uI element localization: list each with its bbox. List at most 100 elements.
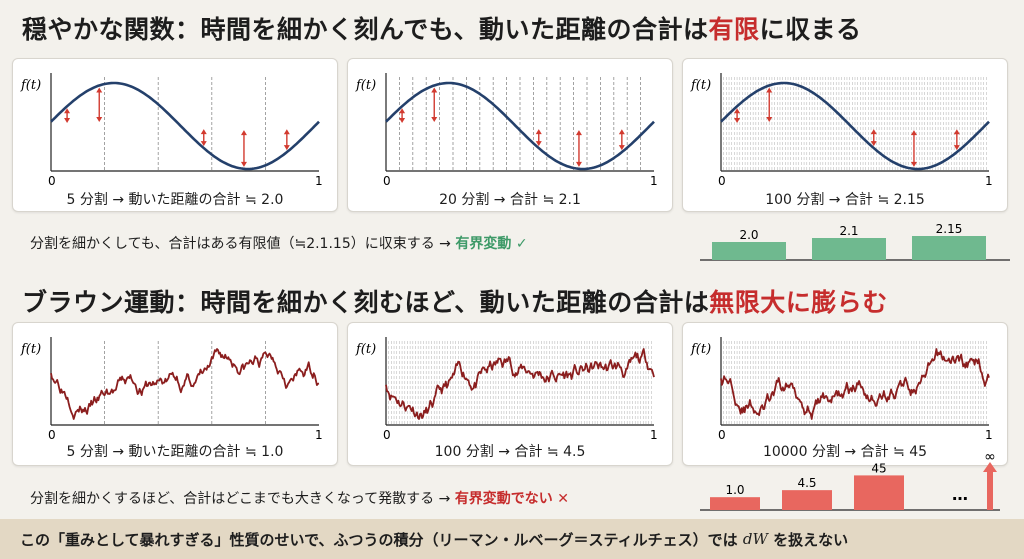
panel-caption: 5 分割 → 動いた距離の合計 ≒ 1.0 xyxy=(66,444,284,460)
arrow-head xyxy=(240,130,247,136)
x-tick-0: 0 xyxy=(718,428,726,442)
smooth-curve xyxy=(720,81,990,171)
x-tick-0: 0 xyxy=(718,174,726,188)
brownian-path xyxy=(385,348,655,420)
ellipsis-mark: … xyxy=(952,485,968,504)
arrow-head xyxy=(535,129,542,135)
sum-bar-label: 2.15 xyxy=(936,222,963,236)
arrow-head xyxy=(399,118,406,124)
brownian-panel-10000: f(t) 0 1 10000 分割 → 合計 ≒ 45 xyxy=(682,322,1008,466)
cross-icon: ✕ xyxy=(557,491,569,507)
footer-banner: この「重みとして暴れすぎる」性質のせいで、ふつうの積分（リーマン・ルベーグ＝ステ… xyxy=(0,519,1024,559)
infinity-bar xyxy=(987,470,993,510)
sum-bar-label: 4.5 xyxy=(797,476,816,490)
brownian-panel-5: f(t) 0 1 5 分割 → 動いた距離の合計 ≒ 1.0 xyxy=(12,322,338,466)
arrow-head xyxy=(734,118,741,124)
arrow-head xyxy=(910,130,917,136)
panel-caption: 20 分割 → 合計 ≒ 2.1 xyxy=(439,192,581,208)
x-tick-0: 0 xyxy=(48,174,56,188)
sum-bar-label: 2.0 xyxy=(739,228,758,242)
sum-bar xyxy=(854,475,904,510)
sum-bar-label: 2.1 xyxy=(839,224,858,238)
arrow-head xyxy=(431,116,438,122)
brownian-panel-100: f(t) 0 1 100 分割 → 合計 ≒ 4.5 xyxy=(347,322,673,466)
title-highlight-infinite: 無限大に膨らむ xyxy=(709,288,888,317)
title-highlight-finite: 有限 xyxy=(708,15,760,44)
x-tick-1: 1 xyxy=(985,174,993,188)
brownian-path xyxy=(720,348,990,420)
plot-area: f(t) 0 1 xyxy=(20,73,323,188)
x-tick-0: 0 xyxy=(383,428,391,442)
brownian-path xyxy=(50,348,320,420)
x-tick-1: 1 xyxy=(315,428,323,442)
arrow-head xyxy=(618,145,625,151)
arrow-head xyxy=(953,145,960,151)
smooth-panel-100: f(t) 0 1 100 分割 → 合計 ≒ 2.15 xyxy=(682,58,1008,212)
sum-bar xyxy=(712,242,786,260)
x-tick-1: 1 xyxy=(650,174,658,188)
brownian-sum-bars: 1.0 4.5 45 … ∞ xyxy=(700,452,1000,511)
smooth-sum-bars: 2.0 2.1 2.15 xyxy=(700,222,1010,261)
panel-caption: 100 分割 → 合計 ≒ 2.15 xyxy=(765,192,925,208)
arrow-head xyxy=(575,130,582,136)
y-axis-label: f(t) xyxy=(20,342,41,357)
arrow-head xyxy=(766,87,773,93)
plot-area: f(t) 0 1 xyxy=(355,73,658,188)
sum-bar xyxy=(710,497,760,510)
y-axis-label: f(t) xyxy=(20,78,41,93)
sum-bar xyxy=(912,236,986,260)
arrow-head xyxy=(870,141,877,147)
arrow-head xyxy=(575,161,582,167)
y-axis-label: f(t) xyxy=(690,342,711,357)
infinity-arrow-head xyxy=(983,462,997,472)
x-tick-0: 0 xyxy=(48,428,56,442)
arrow-head xyxy=(200,141,207,147)
brownian-conclusion: 分割を細かくするほど、合計はどこまでも大きくなって発散する → 有界変動でない … xyxy=(30,491,569,507)
smooth-title: 穏やかな関数：時間を細かく刻んでも、動いた距離の合計は有限に収まる xyxy=(22,15,862,44)
brownian-title: ブラウン運動：時間を細かく刻むほど、動いた距離の合計は無限大に膨らむ xyxy=(22,288,888,317)
plot-area: f(t) 0 1 xyxy=(690,337,993,442)
check-icon: ✓ xyxy=(515,236,528,252)
not-bounded-variation-label: 有界変動でない xyxy=(454,491,553,507)
arrow-head xyxy=(283,145,290,151)
y-axis-label: f(t) xyxy=(690,78,711,93)
sum-bar xyxy=(782,490,832,510)
panel-caption: 5 分割 → 動いた距離の合計 ≒ 2.0 xyxy=(66,192,284,208)
panel-caption: 10000 分割 → 合計 ≒ 45 xyxy=(762,444,928,460)
plot-area: f(t) 0 1 xyxy=(355,337,658,442)
y-axis-label: f(t) xyxy=(355,78,376,93)
sum-bar-label: 1.0 xyxy=(725,483,744,497)
panel-caption: 100 分割 → 合計 ≒ 4.5 xyxy=(434,444,586,460)
arrow-head xyxy=(535,141,542,147)
plot-area: f(t) 0 1 xyxy=(690,73,993,188)
x-tick-0: 0 xyxy=(383,174,391,188)
arrow-head xyxy=(734,108,741,114)
sum-bar xyxy=(812,238,886,260)
x-tick-1: 1 xyxy=(985,428,993,442)
arrow-head xyxy=(240,161,247,167)
smooth-curve xyxy=(385,81,655,171)
arrow-head xyxy=(910,161,917,167)
arrow-head xyxy=(618,129,625,135)
x-tick-1: 1 xyxy=(315,174,323,188)
arrow-head xyxy=(200,129,207,135)
smooth-panel-20: f(t) 0 1 20 分割 → 合計 ≒ 2.1 xyxy=(347,58,673,212)
arrow-head xyxy=(64,108,71,114)
arrow-head xyxy=(96,87,103,93)
arrow-head xyxy=(431,87,438,93)
arrow-head xyxy=(96,116,103,122)
arrow-head xyxy=(64,118,71,124)
arrow-head xyxy=(766,116,773,122)
arrow-head xyxy=(283,129,290,135)
smooth-panel-5: f(t) 0 1 5 分割 → 動いた距離の合計 ≒ 2.0 xyxy=(12,58,338,212)
bounded-variation-label: 有界変動 xyxy=(455,236,512,252)
x-tick-1: 1 xyxy=(650,428,658,442)
smooth-curve xyxy=(50,81,320,171)
sum-bar-label: 45 xyxy=(871,461,886,475)
arrow-head xyxy=(870,129,877,135)
y-axis-label: f(t) xyxy=(355,342,376,357)
smooth-conclusion: 分割を細かくしても、合計はある有限値（≒2.1.15）に収束する → 有界変動 … xyxy=(30,236,528,252)
dw-math: dW xyxy=(742,530,768,548)
infinity-label: ∞ xyxy=(984,452,996,465)
arrow-head xyxy=(953,129,960,135)
